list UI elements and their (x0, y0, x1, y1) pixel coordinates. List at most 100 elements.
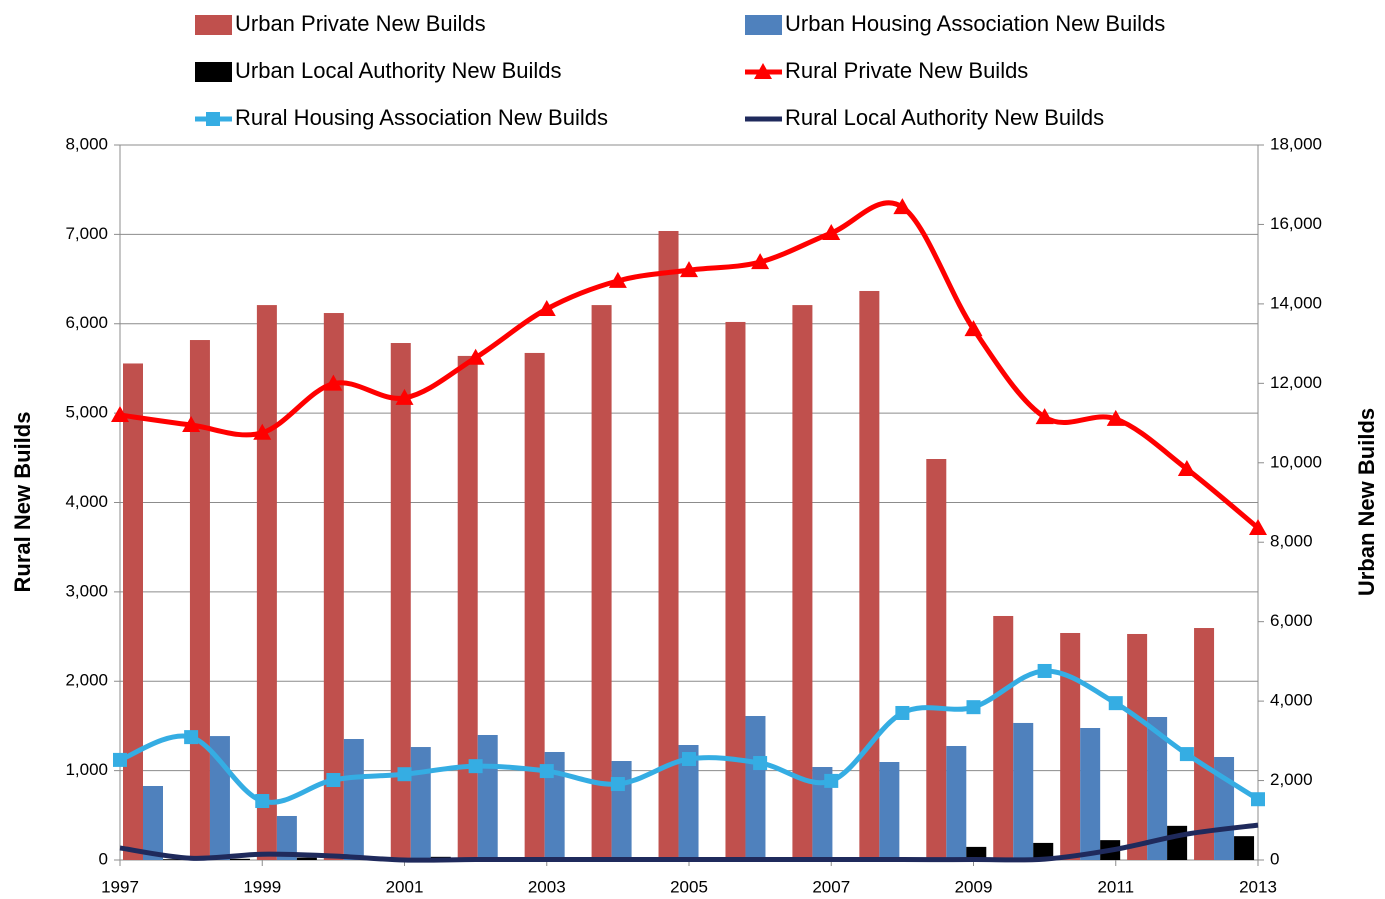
marker (111, 406, 129, 423)
bar (926, 459, 947, 860)
bar (725, 321, 746, 860)
marker (966, 700, 981, 715)
bar (812, 767, 833, 860)
legend-label: Rural Local Authority New Builds (785, 105, 1104, 130)
line (119, 822, 1259, 863)
marker (1179, 747, 1194, 762)
marker (184, 730, 199, 745)
y2-tick-label: 12,000 (1270, 373, 1322, 392)
bar (966, 846, 987, 860)
marker (754, 63, 772, 79)
marker (468, 759, 483, 774)
marker (751, 253, 770, 270)
marker (397, 767, 412, 782)
bar (678, 745, 699, 860)
bar (123, 363, 143, 860)
y-axis-title: Rural New Builds (10, 412, 35, 593)
marker (255, 794, 270, 809)
bar (658, 230, 679, 861)
bar (591, 305, 612, 860)
legend-swatch (195, 62, 232, 82)
legend-label: Urban Housing Association New Builds (785, 11, 1165, 36)
y2-tick-label: 8,000 (1270, 532, 1313, 551)
y2-tick-label: 2,000 (1270, 770, 1313, 789)
y-tick-label: 7,000 (65, 224, 108, 243)
bar (1060, 632, 1081, 860)
marker (326, 773, 341, 788)
marker (1249, 518, 1267, 535)
y2-tick-label: 16,000 (1270, 214, 1322, 233)
y2-tick-label: 10,000 (1270, 452, 1322, 471)
bar (993, 615, 1014, 860)
line (119, 200, 1260, 530)
y-tick-label: 2,000 (65, 671, 108, 690)
marker (1035, 408, 1054, 425)
legend-swatch (745, 15, 782, 35)
x-tick-label: 2013 (1239, 877, 1277, 896)
marker (253, 423, 272, 440)
marker (822, 224, 841, 241)
y-tick-label: 5,000 (65, 403, 108, 422)
bar (390, 343, 411, 861)
x-tick-label: 2003 (528, 877, 566, 896)
legend-label: Rural Housing Association New Builds (235, 105, 608, 130)
marker (753, 756, 768, 771)
y2-axis-title: Urban New Builds (1354, 408, 1379, 596)
bar (1033, 842, 1054, 860)
bar (611, 761, 632, 860)
y-tick-label: 6,000 (65, 313, 108, 332)
y2-tick-label: 4,000 (1270, 691, 1313, 710)
marker (1037, 663, 1052, 678)
y-tick-label: 0 (99, 849, 108, 868)
bar (189, 340, 210, 860)
bar (1167, 825, 1188, 860)
bar (1127, 633, 1148, 860)
bar (1194, 628, 1215, 860)
marker (893, 198, 912, 215)
marker (113, 752, 127, 767)
y-tick-label: 3,000 (65, 581, 108, 600)
marker (682, 752, 696, 767)
bar (343, 739, 364, 860)
x-tick-label: 1999 (243, 877, 281, 896)
marker (610, 777, 625, 792)
y2-tick-label: 14,000 (1270, 293, 1322, 312)
x-tick-label: 2009 (955, 877, 993, 896)
bar (859, 290, 880, 861)
y-tick-label: 8,000 (65, 134, 108, 153)
x-tick-label: 1997 (101, 877, 139, 896)
marker (680, 261, 698, 278)
bar (1013, 722, 1034, 860)
bar (524, 352, 545, 860)
bar (143, 785, 163, 860)
marker (1251, 792, 1265, 807)
x-tick-label: 2011 (1097, 877, 1134, 896)
legend-label: Urban Private New Builds (235, 11, 486, 36)
y2-tick-label: 0 (1270, 849, 1279, 868)
marker (539, 764, 554, 779)
bar (296, 857, 317, 860)
marker (608, 271, 627, 288)
marker (324, 374, 343, 391)
bar (477, 734, 498, 860)
marker (206, 112, 220, 126)
marker (1106, 409, 1125, 426)
bar (229, 858, 250, 860)
bar (323, 313, 344, 860)
marker (1177, 459, 1196, 476)
y-tick-label: 4,000 (65, 492, 108, 511)
marker (964, 320, 983, 337)
bar (879, 762, 900, 860)
marker (537, 300, 556, 317)
bar (457, 355, 478, 860)
bar (1234, 836, 1255, 860)
x-tick-label: 2005 (670, 877, 708, 896)
bar (256, 305, 277, 860)
marker (182, 416, 201, 433)
marker (466, 348, 485, 365)
bar (792, 305, 813, 860)
y2-tick-label: 6,000 (1270, 611, 1313, 630)
bar (276, 815, 297, 860)
bar (163, 859, 183, 860)
